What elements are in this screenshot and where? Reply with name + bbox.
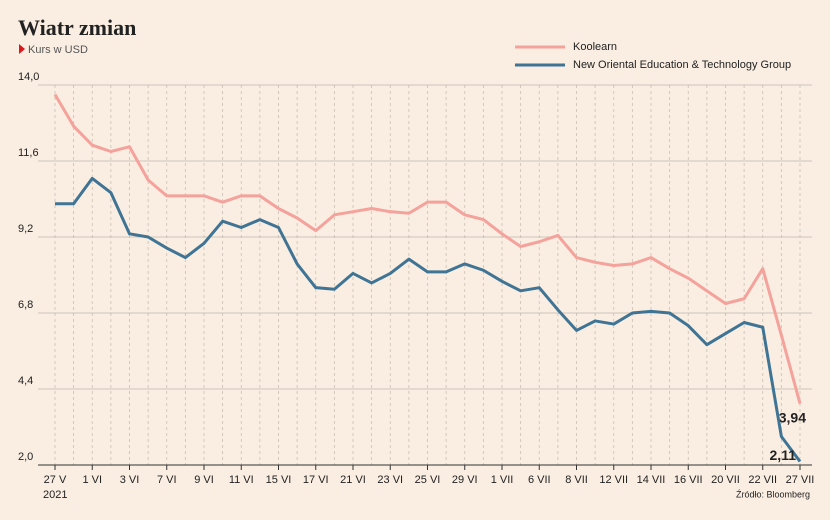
series-line xyxy=(53,93,802,404)
x-tick-label: 6 VII xyxy=(528,474,551,486)
y-tick-label: 2,0 xyxy=(18,451,33,463)
y-tick-label: 14,0 xyxy=(18,71,39,83)
x-tick-label: 16 VII xyxy=(674,474,703,486)
x-tick-label: 27 VII xyxy=(786,474,815,486)
chart-title: Wiatr zmian xyxy=(18,15,136,40)
y-tick-label: 11,6 xyxy=(18,147,39,159)
x-tick-label: 25 VI xyxy=(415,474,441,486)
subtitle-marker xyxy=(19,44,25,54)
y-tick-label: 6,8 xyxy=(18,299,33,311)
x-tick-label: 9 VI xyxy=(194,474,214,486)
x-axis-label: 2021 xyxy=(43,489,67,501)
x-tick-label: 29 VI xyxy=(452,474,478,486)
x-tick-label: 22 VII xyxy=(748,474,777,486)
x-tick-label: 12 VII xyxy=(599,474,628,486)
x-tick-label: 15 VI xyxy=(266,474,292,486)
x-tick-label: 8 VII xyxy=(565,474,588,486)
series-line xyxy=(55,176,802,463)
legend-label: New Oriental Education & Technology Grou… xyxy=(573,59,791,71)
x-tick-label: 20 VII xyxy=(711,474,740,486)
y-tick-label: 4,4 xyxy=(18,375,33,387)
x-tick-label: 7 VI xyxy=(157,474,177,486)
x-tick-label: 1 VI xyxy=(82,474,102,486)
chart-subtitle: Kurs w USD xyxy=(28,44,88,56)
x-tick-label: 27 V xyxy=(44,474,67,486)
x-tick-label: 17 VI xyxy=(303,474,329,486)
data-label: 2,11 xyxy=(770,447,797,463)
x-tick-label: 21 VI xyxy=(340,474,366,486)
y-tick-label: 9,2 xyxy=(18,223,33,235)
legend-label: Koolearn xyxy=(573,41,617,53)
x-tick-label: 11 VI xyxy=(229,474,254,486)
source: Źródło: Bloomberg xyxy=(736,489,810,499)
x-tick-label: 23 VI xyxy=(377,474,403,486)
x-tick-label: 3 VI xyxy=(120,474,140,486)
x-tick-label: 1 VII xyxy=(491,474,514,486)
x-tick-label: 14 VII xyxy=(637,474,666,486)
data-label: 3,94 xyxy=(779,409,806,425)
